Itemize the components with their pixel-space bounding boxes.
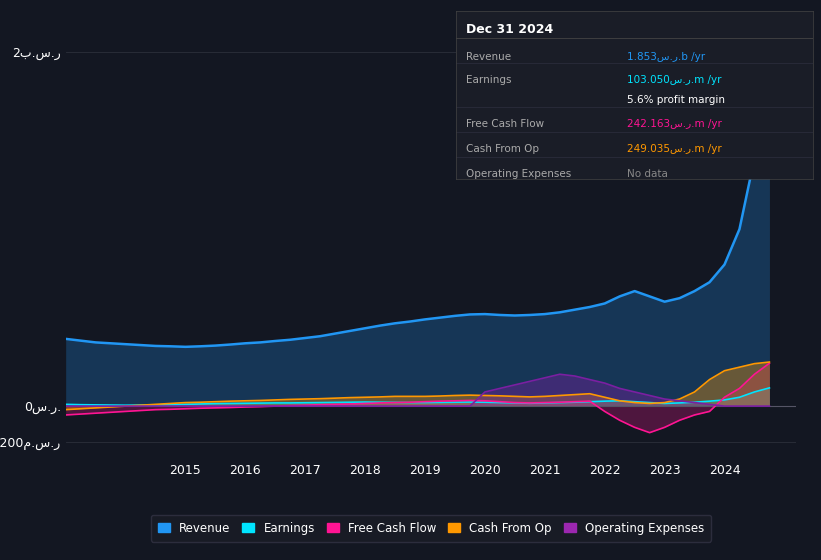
Text: Revenue: Revenue <box>466 52 511 62</box>
Text: No data: No data <box>627 169 668 179</box>
Text: 5.6% profit margin: 5.6% profit margin <box>627 95 725 105</box>
Text: 103.050س.ر.m /yr: 103.050س.ر.m /yr <box>627 75 722 85</box>
Text: Earnings: Earnings <box>466 75 511 85</box>
Text: 242.163س.ر.m /yr: 242.163س.ر.m /yr <box>627 119 722 129</box>
Text: Cash From Op: Cash From Op <box>466 144 539 154</box>
Text: Operating Expenses: Operating Expenses <box>466 169 571 179</box>
Text: Dec 31 2024: Dec 31 2024 <box>466 23 553 36</box>
Text: 1.853س.ر.b /yr: 1.853س.ر.b /yr <box>627 52 705 62</box>
Legend: Revenue, Earnings, Free Cash Flow, Cash From Op, Operating Expenses: Revenue, Earnings, Free Cash Flow, Cash … <box>151 515 711 542</box>
Text: 249.035س.ر.m /yr: 249.035س.ر.m /yr <box>627 144 722 154</box>
Text: Free Cash Flow: Free Cash Flow <box>466 119 544 129</box>
